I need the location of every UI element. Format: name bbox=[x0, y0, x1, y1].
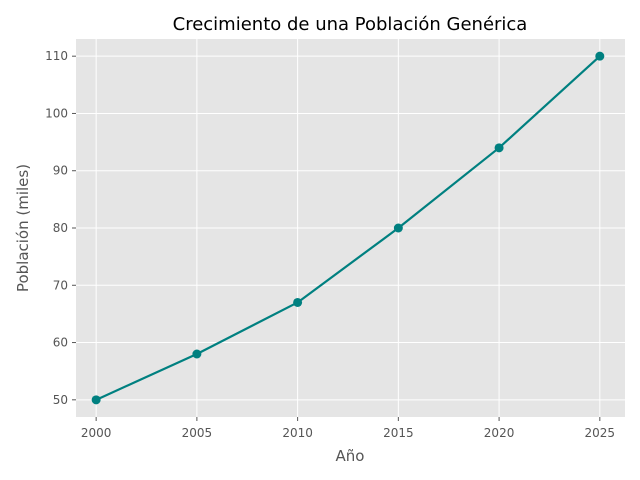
y-tick-label: 110 bbox=[45, 49, 68, 63]
y-tick-label: 100 bbox=[45, 106, 68, 120]
y-axis-label: Población (miles) bbox=[14, 164, 32, 292]
data-point bbox=[393, 223, 403, 233]
y-axis-ticks: 50 60 70 80 90 100 110 bbox=[45, 49, 76, 407]
data-point bbox=[91, 395, 101, 405]
y-tick-label: 90 bbox=[53, 164, 68, 178]
y-tick-label: 70 bbox=[53, 278, 68, 292]
data-point bbox=[192, 349, 202, 359]
chart-title: Crecimiento de una Población Genérica bbox=[173, 14, 528, 35]
x-tick-label: 2000 bbox=[81, 426, 112, 440]
x-axis-ticks: 2000 2005 2010 2015 2020 2025 bbox=[81, 417, 615, 440]
x-tick-label: 2010 bbox=[282, 426, 313, 440]
series-line bbox=[95, 55, 601, 401]
x-tick-label: 2005 bbox=[182, 426, 213, 440]
data-series bbox=[91, 51, 605, 405]
y-tick-label: 60 bbox=[53, 336, 68, 350]
x-tick-label: 2020 bbox=[484, 426, 515, 440]
x-tick-label: 2025 bbox=[585, 426, 616, 440]
data-point bbox=[595, 51, 605, 61]
data-point bbox=[494, 143, 504, 153]
x-tick-label: 2015 bbox=[383, 426, 414, 440]
y-tick-label: 50 bbox=[53, 393, 68, 407]
x-axis-label: Año bbox=[336, 447, 365, 465]
grid-lines bbox=[76, 39, 625, 417]
y-tick-label: 80 bbox=[53, 221, 68, 235]
data-point bbox=[293, 297, 303, 307]
